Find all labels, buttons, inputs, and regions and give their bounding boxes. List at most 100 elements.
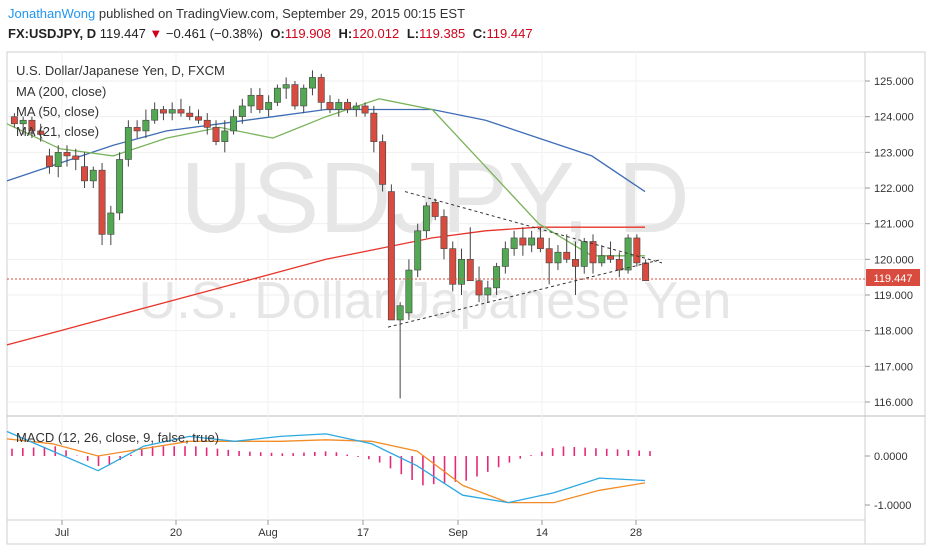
price-tick-label: 122.000 [874, 183, 914, 195]
legend-ma21: MA (21, close) [16, 124, 99, 139]
legend-ma200: MA (200, close) [16, 84, 106, 99]
candle-body [414, 230, 422, 271]
time-tick-label: Jul [55, 527, 69, 539]
candle-body [545, 248, 553, 264]
candle-body [212, 127, 220, 142]
candle-body [572, 259, 579, 267]
candle-body [45, 155, 53, 167]
open-label: O: [270, 26, 285, 41]
candle-body [159, 109, 167, 114]
candle-body [510, 237, 518, 249]
candle-body [484, 287, 492, 296]
candle-body [124, 127, 132, 160]
candle-body [458, 259, 465, 285]
candle-body [589, 241, 597, 264]
high-label: H: [338, 26, 353, 41]
candle-body [361, 105, 369, 114]
ma200-line [6, 226, 645, 346]
candle-body [89, 169, 97, 182]
candle-body [563, 251, 571, 260]
macd-line [6, 430, 646, 504]
candle-body [63, 152, 71, 157]
macd-signal-line [6, 438, 646, 504]
candle-body [151, 109, 159, 121]
candle-body [247, 94, 255, 107]
candle-body [273, 87, 281, 103]
price-axis[interactable]: 125.000 124.000 123.000 122.000 121.000 120.0… [865, 76, 914, 512]
candle-body [300, 87, 308, 107]
candle-body [580, 241, 588, 267]
lower-trendline [387, 258, 663, 328]
low-value: 119.385 [419, 26, 466, 41]
candle-body [633, 237, 641, 264]
candle-body [107, 212, 115, 235]
candle-body [265, 102, 273, 110]
candle-body [186, 112, 194, 117]
candle-body [536, 237, 544, 249]
candle-body [230, 116, 238, 132]
candle-body [203, 119, 211, 128]
symbol-label: FX:USDJPY, D [8, 26, 97, 41]
watermark-name: U.S. Dollar/Japanese Yen [139, 272, 732, 330]
candle-body [54, 152, 62, 167]
candle-body [598, 255, 606, 264]
watermark-symbol: USDJPY, D [180, 142, 689, 254]
candle-body [10, 116, 18, 125]
candle-body [37, 130, 45, 135]
upper-trendline [404, 191, 663, 264]
candle-body [98, 169, 106, 235]
price-tick-label: 125.000 [874, 76, 914, 88]
publish-line: JonathanWong published on TradingView.co… [8, 6, 465, 21]
candle-body [387, 191, 395, 321]
moving-averages [6, 98, 646, 346]
close-label: C: [472, 26, 487, 41]
ma21-line [6, 98, 645, 257]
candle-body [81, 166, 88, 182]
open-value: 119.908 [284, 26, 331, 41]
price-tick-label: 121.000 [874, 219, 914, 231]
candle-body [309, 77, 316, 89]
candle-body [615, 259, 623, 271]
candle-body [195, 116, 202, 121]
time-tick-label: Sep [448, 527, 468, 539]
candle-body [501, 248, 509, 267]
price-tick-label: 119.000 [874, 290, 913, 302]
macd-pane [6, 430, 651, 504]
candle-body [133, 127, 141, 132]
candle-body [344, 102, 351, 110]
time-tick-label: 14 [536, 527, 548, 539]
candle-body [177, 109, 185, 114]
candle-body [449, 248, 457, 285]
price-change: −0.461 (−0.38%) [165, 26, 263, 41]
candle-body [422, 205, 430, 232]
high-value: 120.012 [352, 26, 400, 41]
price-tick-label: 120.000 [874, 254, 914, 266]
legend-macd: MACD (12, 26, close, 9, false, true) [16, 430, 219, 445]
low-label: L: [406, 26, 420, 41]
candle-body [431, 201, 439, 217]
candle-body [405, 269, 413, 314]
candle-body [326, 102, 334, 110]
candle-body [28, 119, 36, 132]
macd-tick-label: -1.0000 [874, 500, 911, 512]
price-tick-label: 118.000 [874, 326, 913, 338]
author-link[interactable]: JonathanWong [8, 6, 96, 21]
chart-frame [6, 51, 926, 545]
candle-body [642, 262, 650, 282]
candle-body [256, 94, 264, 110]
time-axis[interactable]: Jul 20 Aug 17 Sep 14 28 [55, 520, 642, 539]
candle-body [221, 130, 229, 142]
candle-body [466, 259, 474, 282]
candle-body [475, 280, 483, 296]
candle-body [396, 305, 404, 321]
price-tick-label: 123.000 [874, 147, 914, 159]
candle-body [624, 237, 632, 271]
last-price: 119.447 [99, 26, 146, 41]
candle-body [238, 105, 246, 117]
legend-title: U.S. Dollar/Japanese Yen, D, FXCM [16, 63, 225, 78]
time-tick-label: 20 [170, 527, 182, 539]
candle-body [116, 159, 124, 214]
time-tick-label: Aug [258, 527, 278, 539]
time-tick-label: 28 [630, 527, 642, 539]
